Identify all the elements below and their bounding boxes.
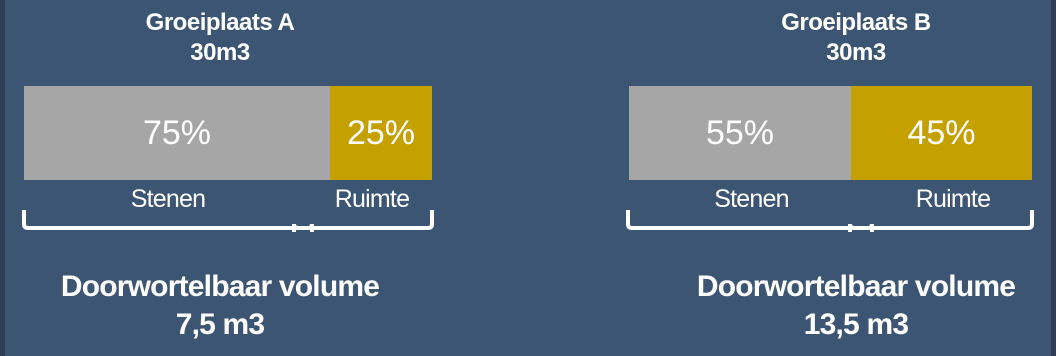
root-volume: Doorwortelbaar volume 13,5 m3 (600, 268, 1056, 344)
space-percent: 25% (346, 113, 416, 152)
stones-brace (22, 210, 314, 232)
space-segment: 25% (330, 86, 432, 180)
panel-title: Groeiplaats B 30m3 (600, 8, 1056, 68)
space-brace (848, 210, 1034, 232)
space-percent: 45% (907, 113, 976, 152)
stones-segment: 55% (629, 86, 851, 180)
panel-title-capacity: 30m3 (190, 39, 250, 66)
stones-label: Stenen (714, 185, 789, 213)
left-edge-strip (0, 0, 5, 356)
space-segment: 45% (851, 86, 1032, 180)
stones-percent: 75% (142, 113, 212, 152)
right-edge-strip (1051, 0, 1056, 356)
panel-title: Groeiplaats A 30m3 (0, 8, 440, 68)
space-label: Ruimte (334, 185, 410, 213)
root-volume-value: 13,5 m3 (803, 308, 909, 341)
panel-title-name: Groeiplaats B (781, 9, 931, 36)
root-volume-value: 7,5 m3 (175, 308, 265, 341)
space-label: Ruimte (915, 185, 991, 213)
panel-title-name: Groeiplaats A (145, 9, 295, 36)
stones-brace (626, 210, 874, 232)
composition-bar: 75% 25% (24, 86, 432, 180)
stones-percent: 55% (705, 113, 775, 152)
stones-segment: 75% (24, 86, 330, 180)
stones-label: Stenen (130, 185, 206, 213)
root-volume-title: Doorwortelbaar volume (60, 270, 380, 303)
composition-bar: 55% 45% (629, 86, 1032, 180)
space-brace (292, 210, 434, 232)
panel-title-capacity: 30m3 (826, 39, 886, 66)
root-volume-title: Doorwortelbaar volume (696, 270, 1016, 303)
root-volume: Doorwortelbaar volume 7,5 m3 (0, 268, 440, 344)
